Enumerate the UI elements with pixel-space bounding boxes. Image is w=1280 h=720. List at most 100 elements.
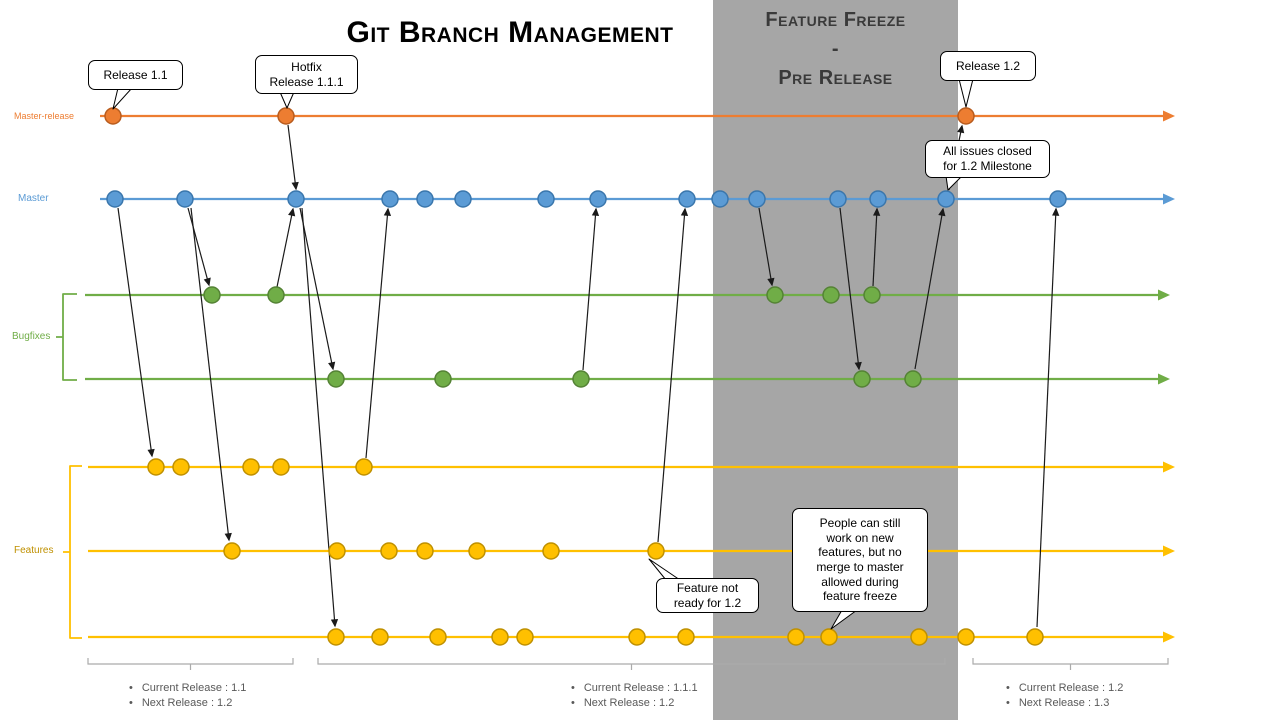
commit-dot-feature: [272, 458, 290, 476]
freeze-title-line: Feature Freeze: [765, 9, 906, 31]
commit-dot-feature: [910, 628, 928, 646]
callout-tail: [945, 175, 963, 191]
commit-dot-bugfix: [904, 370, 922, 388]
commit-dot-bugfix: [327, 370, 345, 388]
footer-line: Current Release : 1.1: [129, 681, 247, 696]
branch-arrowhead-icon: [1163, 193, 1175, 205]
commit-dot-feature: [647, 542, 665, 560]
branch-group-bracket: [56, 293, 77, 381]
footer-line: Next Release : 1.2: [571, 696, 698, 711]
callout-release-1-1: Release 1.1: [88, 60, 183, 90]
commit-dot-feature: [677, 628, 695, 646]
branch-label-master-release: Master-release: [14, 111, 75, 121]
callout-all-issues-closed: All issues closed for 1.2 Milestone: [925, 140, 1050, 178]
commit-dot-master: [416, 190, 434, 208]
merge-arrow: [657, 207, 689, 543]
callout-tail: [279, 91, 295, 109]
footer-note-period-1-2: Current Release : 1.2 Next Release : 1.3: [1006, 681, 1124, 711]
branch-label-master: Master: [18, 193, 49, 204]
branch-group-bracket: [63, 465, 82, 639]
merge-arrow: [301, 207, 339, 628]
footer-line: Next Release : 1.3: [1006, 696, 1123, 711]
callout-text: People can still work on new features, b…: [816, 516, 904, 604]
commit-dot-bugfix: [853, 370, 871, 388]
commit-dot-feature: [820, 628, 838, 646]
commit-dot-feature: [1026, 628, 1044, 646]
callout-hotfix-release-1-1-1: Hotfix Release 1.1.1: [255, 55, 358, 94]
commit-dot-feature: [429, 628, 447, 646]
callout-text: Release 1.1: [103, 67, 168, 82]
commit-dot-feature: [355, 458, 373, 476]
commit-dot-master: [381, 190, 399, 208]
commit-dot-feature: [242, 458, 260, 476]
page-title: Git Branch Management: [346, 16, 674, 49]
commit-dot-feature: [491, 628, 509, 646]
commit-dot-feature: [628, 628, 646, 646]
branch-arrowhead-icon: [1163, 631, 1175, 643]
commit-dot-bugfix: [822, 286, 840, 304]
merge-arrow: [1036, 207, 1060, 628]
commit-dot-master: [287, 190, 305, 208]
merge-arrow: [276, 207, 296, 288]
merge-arrow: [299, 207, 336, 371]
footer-bracket: [87, 658, 294, 670]
branch-arrowhead-icon: [1163, 461, 1175, 473]
callout-tail: [648, 558, 681, 581]
feature-freeze-title: Feature Freeze - Pre Release: [713, 6, 958, 93]
footer-bracket: [972, 658, 1169, 670]
commit-dot-master: [176, 190, 194, 208]
branch-arrowhead-icon: [1163, 110, 1175, 122]
commit-dot-bugfix: [572, 370, 590, 388]
branch-arrowhead-icon: [1163, 545, 1175, 557]
footer-note-period-1-1-1: Current Release : 1.1.1 Next Release : 1…: [571, 681, 698, 711]
callout-text: All issues closed for 1.2 Milestone: [943, 144, 1032, 173]
commit-dot-feature: [327, 628, 345, 646]
merge-arrow: [187, 207, 211, 287]
commit-dot-feature: [223, 542, 241, 560]
commit-dot-master: [937, 190, 955, 208]
callout-feature-not-ready: Feature not ready for 1.2: [656, 578, 759, 614]
freeze-title-line: Pre Release: [778, 67, 893, 89]
commit-dot-master-release: [277, 107, 295, 125]
commit-dot-bugfix: [267, 286, 285, 304]
commit-dot-feature: [416, 542, 434, 560]
commit-dot-bugfix: [766, 286, 784, 304]
footer-line: Next Release : 1.2: [129, 696, 246, 711]
branch-arrowhead-icon: [1158, 289, 1170, 301]
commit-dot-master: [748, 190, 766, 208]
merge-arrow: [190, 207, 232, 542]
merge-arrow: [914, 207, 946, 370]
footer-bracket: [317, 658, 946, 670]
merge-arrow: [365, 207, 392, 459]
callout-text: Hotfix Release 1.1.1: [269, 59, 344, 89]
merge-arrow: [582, 207, 600, 371]
footer-line: Current Release : 1.2: [1006, 681, 1124, 696]
commit-dot-feature: [371, 628, 389, 646]
commit-dot-bugfix: [203, 286, 221, 304]
commit-dot-feature: [957, 628, 975, 646]
commit-dot-feature: [787, 628, 805, 646]
commit-dot-feature: [468, 542, 486, 560]
commit-dot-feature: [542, 542, 560, 560]
commit-dot-master: [711, 190, 729, 208]
commit-dot-master: [589, 190, 607, 208]
branch-arrowhead-icon: [1158, 373, 1170, 385]
commit-dot-master: [869, 190, 887, 208]
footer-note-period-1-1: Current Release : 1.1 Next Release : 1.2: [129, 681, 247, 711]
merge-arrow: [872, 207, 881, 287]
commit-dot-bugfix: [434, 370, 452, 388]
commit-dot-master: [1049, 190, 1067, 208]
commit-dot-master: [454, 190, 472, 208]
branch-label-bugfixes: Bugfixes: [12, 331, 51, 342]
merge-arrow: [758, 207, 775, 287]
callout-text: Feature not ready for 1.2: [673, 581, 742, 610]
callout-feature-freeze-note: People can still work on new features, b…: [792, 508, 928, 612]
merge-arrow: [287, 124, 299, 191]
commit-dot-feature: [147, 458, 165, 476]
commit-dot-feature: [328, 542, 346, 560]
commit-dot-feature: [380, 542, 398, 560]
branch-label-features: Features: [14, 545, 54, 556]
